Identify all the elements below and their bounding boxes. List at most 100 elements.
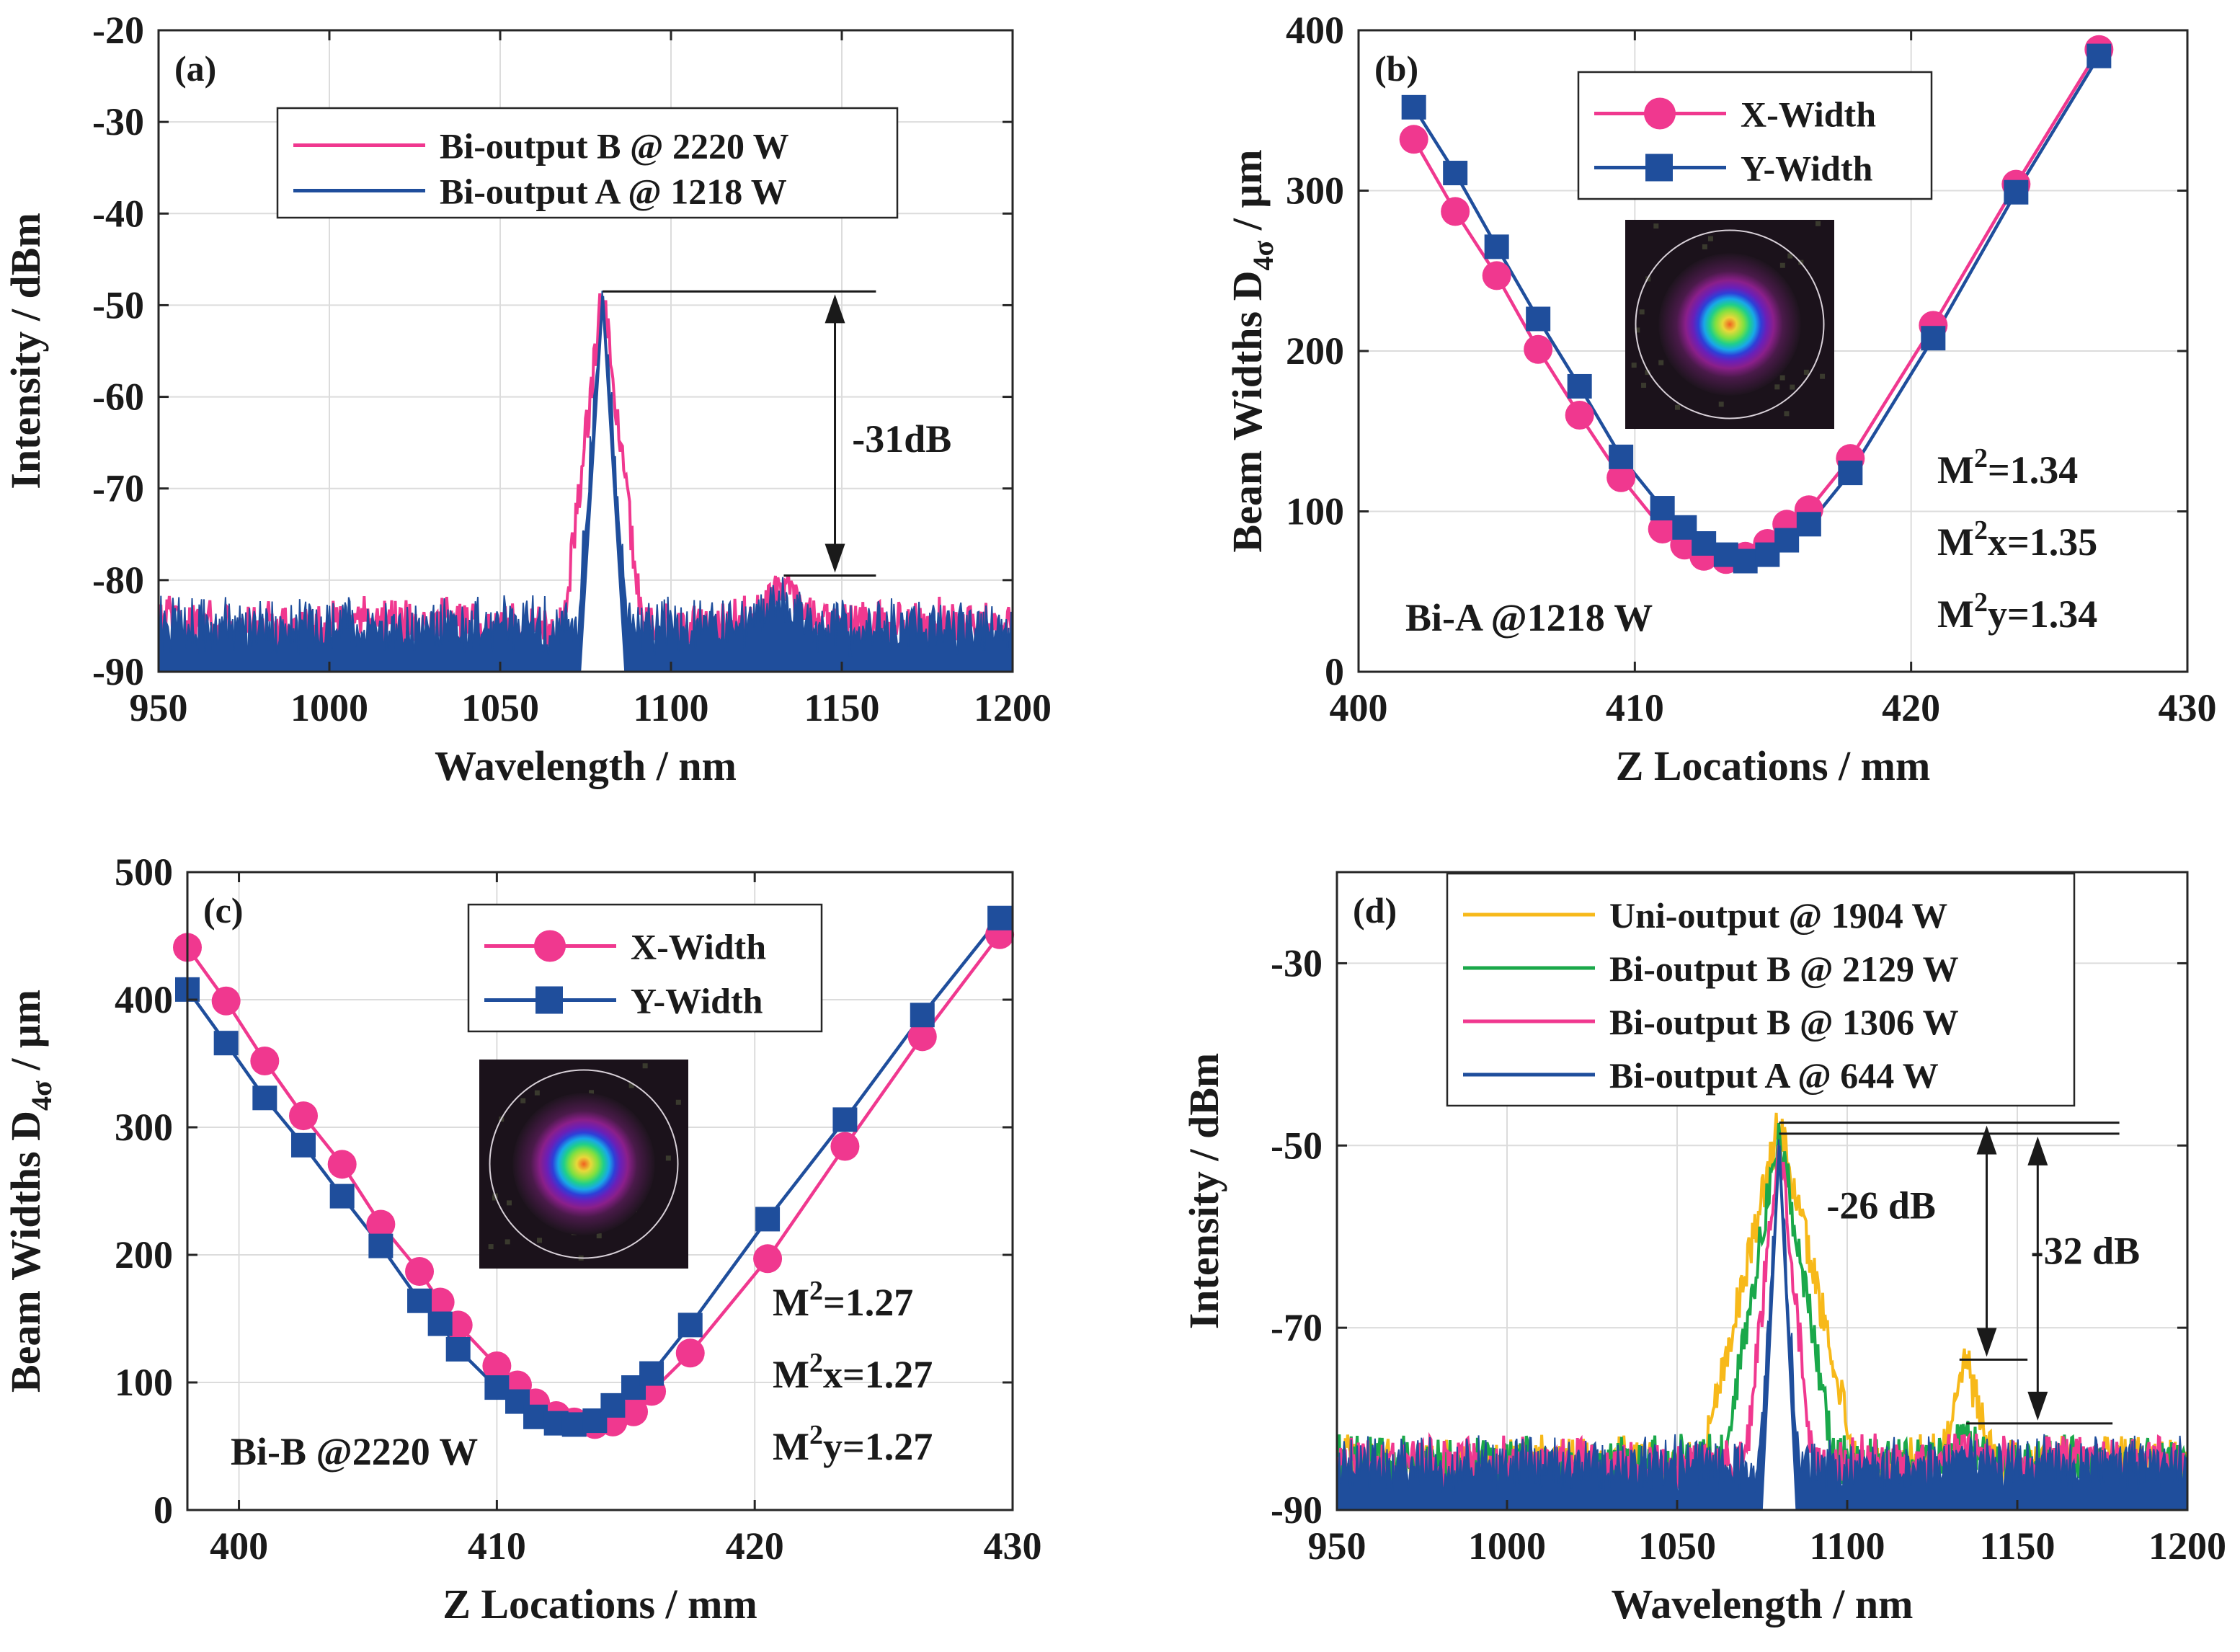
y-tick-label: 400 — [1286, 9, 1344, 52]
legend-box — [276, 107, 899, 219]
diff-arrow-2-head-up — [2027, 1136, 2048, 1165]
condition-label: Bi-B @2220 W — [231, 1430, 478, 1473]
y-width-point — [484, 1375, 510, 1400]
sensor-noise-pixel — [1779, 262, 1785, 268]
panel-b: 400 410 420 430 0 100 200 300 400 Z Locations / m… — [1224, 9, 2217, 789]
y-width-point — [910, 1003, 935, 1028]
m2-superscript: 2 — [809, 1348, 823, 1378]
x-tick-label: 1150 — [1979, 1524, 2055, 1568]
annotation-label-1: -26 dB — [1826, 1184, 1936, 1227]
y-width-point — [561, 1412, 587, 1437]
y-tick-label: -30 — [92, 100, 144, 143]
m2-symbol: M — [1937, 592, 1974, 636]
legend-label: Y-Width — [1741, 148, 1873, 189]
x-tick-label: 420 — [1882, 686, 1940, 729]
panel-c: 400 410 420 430 0 100 200 300 400 500 Z Locations … — [2, 851, 1042, 1627]
annotation-label: -31dB — [852, 417, 951, 461]
sensor-noise-pixel — [1635, 327, 1640, 333]
legend-label: Bi-output A @ 1218 W — [440, 172, 787, 212]
y-tick-label: -30 — [1271, 941, 1323, 985]
m2-symbol: M — [773, 1281, 809, 1324]
sensor-noise-pixel — [675, 1099, 681, 1105]
y-width-point — [407, 1288, 432, 1313]
m2-superscript: 2 — [1974, 515, 1988, 546]
y-tick-label: 500 — [115, 851, 173, 894]
m2-value: 1.27 — [845, 1281, 914, 1324]
panel-label: (d) — [1353, 890, 1397, 931]
legend-marker-square — [535, 986, 563, 1014]
x-width-point — [1524, 334, 1553, 364]
legend-label: X-Width — [631, 927, 766, 967]
y-width-point — [1443, 161, 1468, 186]
x-tick-label: 1000 — [1468, 1524, 1546, 1568]
sensor-noise-pixel — [520, 1098, 526, 1103]
sensor-noise-pixel — [1658, 360, 1664, 365]
y-width-point — [368, 1233, 394, 1258]
x-tick-label: 1100 — [1809, 1524, 1885, 1568]
sensor-noise-pixel — [665, 1155, 671, 1161]
y-tick-label: 0 — [154, 1488, 173, 1532]
x-width-point — [327, 1150, 357, 1179]
diff-arrow-head-down — [825, 543, 845, 573]
sensor-noise-pixel — [1702, 244, 1707, 249]
x-tick-label: 1100 — [633, 686, 708, 729]
annotation-label-2: -32 dB — [2031, 1230, 2141, 1273]
legend: Bi-output B @ 2220 W Bi-output A @ 1218 W — [276, 107, 899, 219]
sensor-noise-pixel — [1787, 253, 1793, 259]
sensor-noise-pixel — [1653, 223, 1659, 229]
x-width-point — [425, 1287, 455, 1317]
x-width-point — [753, 1244, 783, 1274]
y-width-point — [677, 1313, 703, 1338]
y-tick-label: -70 — [92, 467, 144, 510]
legend-label: Bi-output B @ 2129 W — [1609, 949, 1959, 989]
x-tick-label: 400 — [210, 1524, 268, 1568]
y-width-point — [1692, 531, 1717, 556]
y-tick-label: 300 — [1286, 169, 1344, 213]
legend: X-Width Y-Width — [1577, 71, 1933, 200]
m2-value: 1.34 — [2010, 448, 2079, 492]
panel-label: (c) — [203, 890, 244, 931]
y-axis-label-subscript: 4σ — [25, 1080, 58, 1111]
m2-value: 1.35 — [2030, 520, 2098, 564]
legend-label: Bi-output A @ 644 W — [1609, 1055, 1939, 1096]
x-tick-label: 950 — [130, 686, 188, 729]
x-width-point — [366, 1209, 396, 1239]
x-width-point — [1606, 463, 1636, 492]
x-width-point — [830, 1132, 860, 1161]
m2-m2x-text: M2x=1.35 — [1937, 515, 2097, 564]
sensor-noise-pixel — [1820, 373, 1826, 379]
legend: X-Width Y-Width — [467, 903, 823, 1033]
x-width-point — [482, 1351, 512, 1380]
peak-notch — [1761, 1145, 1797, 1510]
x-tick-label: 1200 — [974, 686, 1052, 729]
y-tick-label: 400 — [115, 978, 173, 1021]
y-axis-label: Intensity / dBm — [1181, 1053, 1227, 1330]
sensor-noise-pixel — [534, 1090, 540, 1096]
series-3-area — [1337, 1139, 2187, 1510]
series-3-peak — [1759, 1145, 1799, 1510]
sensor-noise-pixel — [492, 1195, 497, 1201]
legend-label: X-Width — [1741, 94, 1876, 135]
y-width-point — [1567, 373, 1592, 399]
y-width-point — [1733, 549, 1758, 574]
x-tick-label: 1050 — [461, 686, 539, 729]
x-tick-label: 420 — [726, 1524, 784, 1568]
y-tick-label: -90 — [92, 650, 144, 693]
sensor-noise-pixel — [1645, 370, 1650, 376]
series-group — [1337, 1112, 2187, 1510]
y-width-point — [832, 1107, 858, 1132]
y-width-point — [2004, 179, 2029, 205]
x-tick-label: 430 — [984, 1524, 1042, 1568]
y-axis-label-subscript: 4σ — [1247, 241, 1279, 271]
x-width-point — [907, 1022, 937, 1052]
m2-suffix: x= — [823, 1353, 865, 1396]
m2-superscript: 2 — [1974, 443, 1988, 474]
x-tick-label: 1200 — [2148, 1524, 2226, 1568]
y-tick-label: 0 — [1325, 650, 1344, 693]
x-width-point — [405, 1257, 435, 1287]
sensor-noise-pixel — [1774, 384, 1780, 390]
x-tick-label: 430 — [2159, 686, 2217, 729]
panel-a: 950 1000 1050 1100 1150 1200 -90 -80 -70 -60 -50 -4… — [2, 9, 1052, 789]
sensor-noise-pixel — [1803, 369, 1809, 375]
y-width-point — [252, 1085, 277, 1111]
